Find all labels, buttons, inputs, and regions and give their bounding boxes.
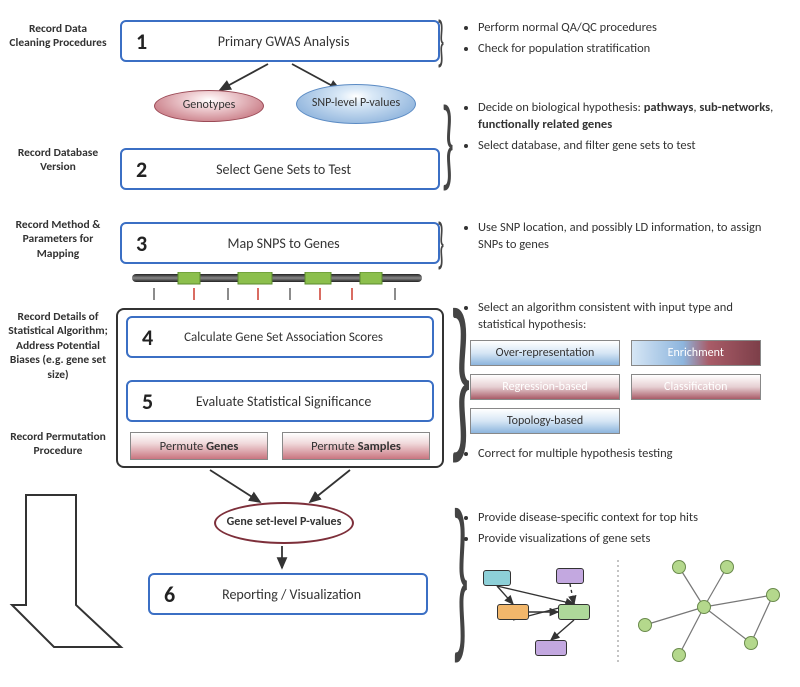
left-note-4: Record Details of Statistical Algorithm;… [8, 310, 108, 382]
method-regression: Regression-based [470, 374, 620, 400]
viz-flow-node [497, 604, 529, 620]
viz-flow-node [535, 640, 567, 656]
viz-flow-node [483, 570, 511, 586]
method-enrichment: Enrichment [631, 340, 761, 366]
step-2-box: 2 Select Gene Sets to Test [120, 148, 440, 190]
step-2-num: 2 [122, 156, 161, 183]
step-3-num: 3 [122, 230, 161, 257]
big-block-arrow [6, 485, 126, 655]
permute-samples-box: Permute Samples [282, 432, 430, 460]
viz-flow-node [556, 568, 584, 584]
left-note-5: Record Permutation Procedure [8, 430, 108, 459]
step-1-label: Primary GWAS Analysis [161, 33, 438, 50]
right-bullets-5: Provide disease-specific context for top… [460, 510, 780, 552]
brace-2: } [441, 98, 454, 188]
step-6-box: 6 Reporting / Visualization [148, 573, 428, 615]
left-note-2: Record Database Version [8, 146, 108, 175]
method-classification: Classification [631, 374, 761, 400]
step-2-label: Select Gene Sets to Test [161, 161, 438, 178]
right-bullets-4b: Correct for multiple hypothesis testing [460, 446, 780, 467]
step-6-num: 6 [150, 581, 189, 608]
permute-genes-box: Permute Genes [130, 432, 268, 460]
right-bullets-2: Decide on biological hypothesis: pathway… [460, 100, 780, 159]
method-over-representation: Over-representation [470, 340, 620, 366]
right-bullets-1: Perform normal QA/QC procedures Check fo… [460, 20, 780, 62]
step-5-box: 5 Evaluate Statistical Significance [126, 380, 434, 422]
ellipse-geneset-pvalues: Gene set-level P-values [214, 502, 354, 544]
step-3-label: Map SNPS to Genes [161, 235, 438, 252]
viz-flow-node [558, 604, 590, 620]
step-1-box: 1 Primary GWAS Analysis [120, 20, 440, 62]
step-4-num: 4 [128, 324, 167, 351]
viz-net-node [766, 588, 780, 602]
left-note-1: Record Data Cleaning Procedures [8, 22, 108, 51]
step-5-num: 5 [128, 388, 167, 415]
gene-track-diagram [120, 272, 440, 306]
method-grid: Over-representation Enrichment Regressio… [470, 340, 780, 434]
right-bullets-4a: Select an algorithm consistent with inpu… [460, 300, 780, 338]
step-1-num: 1 [122, 28, 161, 55]
step-3-box: 3 Map SNPS to Genes [120, 222, 440, 264]
viz-net-node [720, 560, 734, 574]
viz-net-node [672, 648, 686, 662]
step-6-label: Reporting / Visualization [189, 586, 426, 603]
right-bullets-3: Use SNP location, and possibly LD inform… [460, 220, 780, 258]
step-4-box: 4 Calculate Gene Set Association Scores [126, 316, 434, 358]
left-note-3: Record Method & Parameters for Mapping [8, 218, 108, 261]
method-topology: Topology-based [470, 408, 620, 434]
viz-net-node [672, 560, 686, 574]
ellipse-genotypes: Genotypes [154, 90, 264, 122]
step-4-label: Calculate Gene Set Association Scores [167, 330, 432, 345]
ellipse-snp-pvalues: SNP-level P-values [296, 84, 416, 124]
viz-net-node [744, 636, 758, 650]
viz-net-node [638, 618, 652, 632]
viz-net-node [697, 600, 711, 614]
step-5-label: Evaluate Statistical Significance [167, 393, 432, 410]
